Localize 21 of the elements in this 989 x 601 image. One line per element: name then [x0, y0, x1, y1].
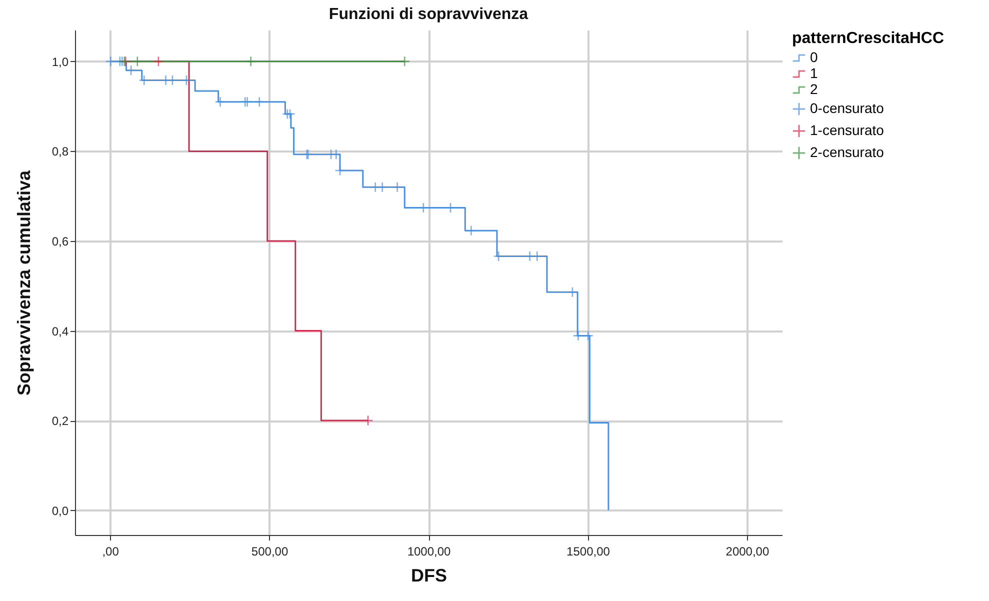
y-tick-label: 0,8	[52, 144, 69, 159]
y-tick-label: 0,2	[52, 414, 69, 428]
legend-label: 2-censurato	[810, 144, 884, 160]
x-tick-label: 500,00	[251, 544, 288, 558]
x-tick-label: 1500,00	[566, 544, 610, 558]
y-tick-label: 0,6	[52, 234, 69, 248]
legend-title: patternCrescitaHCC	[792, 30, 944, 47]
legend-label: 0	[810, 49, 818, 65]
y-tick-label: 0,4	[52, 324, 69, 338]
legend-label: 1-censurato	[810, 122, 884, 138]
x-tick-label: ,00	[102, 544, 120, 558]
legend-label: 2	[810, 81, 818, 97]
chart-title: Funzioni di sopravvivenza	[328, 6, 528, 23]
legend-label: 0-censurato	[810, 100, 884, 116]
x-axis-title: DFS	[411, 566, 447, 586]
x-tick-label: 1000,00	[407, 544, 452, 558]
y-tick-label: 1,0	[52, 54, 69, 69]
y-tick-label: 0,0	[52, 504, 69, 518]
legend-label: 1	[810, 65, 818, 81]
x-tick-label: 2000,00	[726, 544, 770, 558]
y-axis-title: Sopravvivenza cumulativa	[14, 169, 34, 396]
